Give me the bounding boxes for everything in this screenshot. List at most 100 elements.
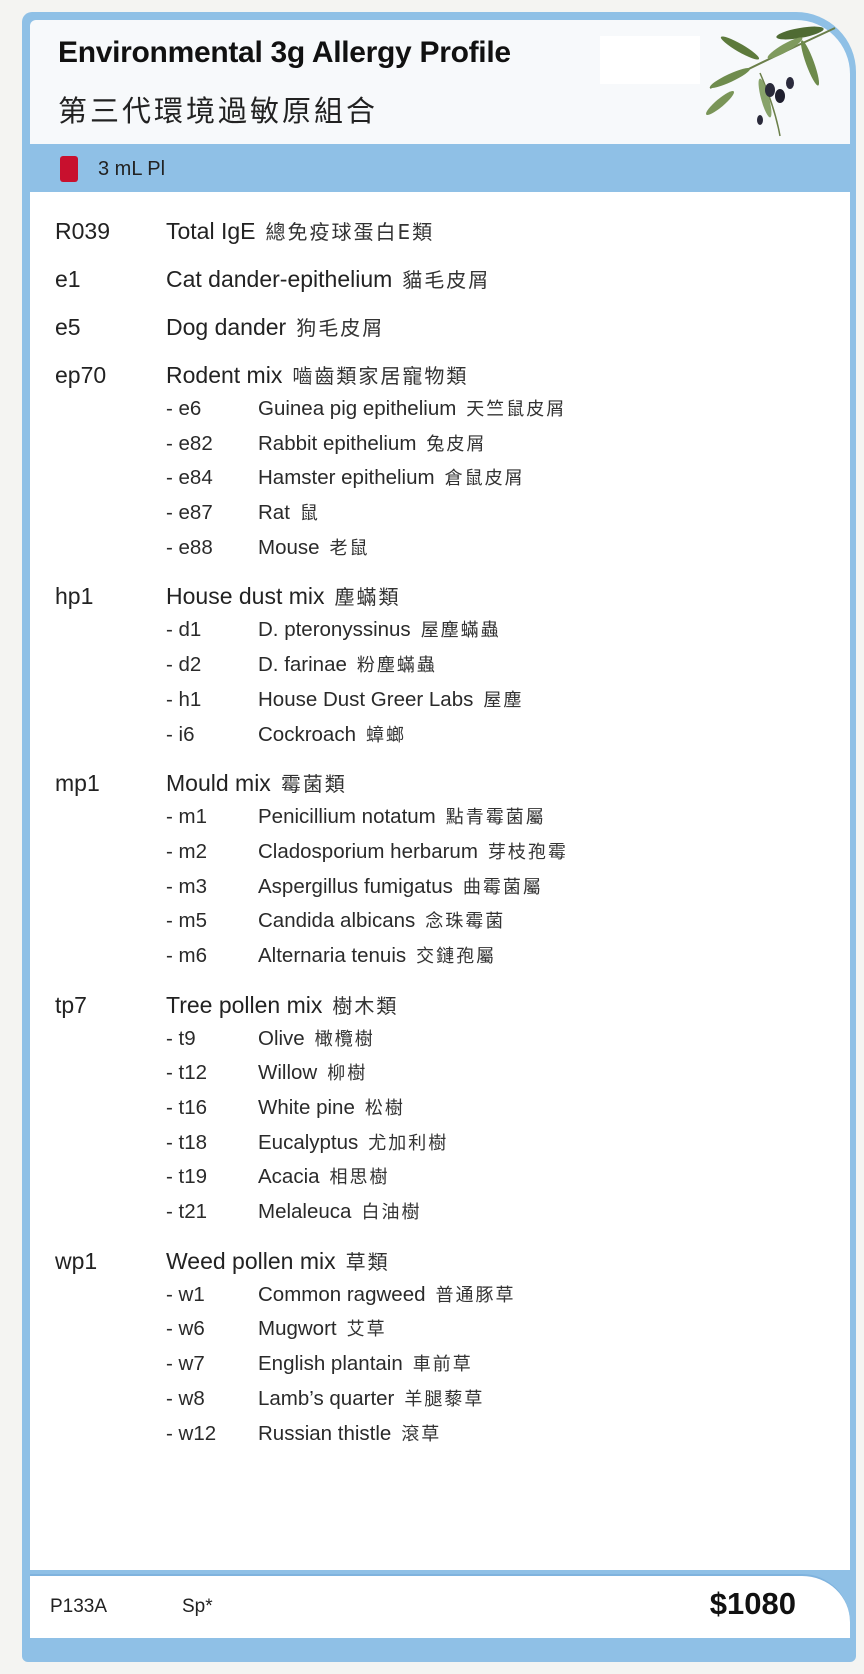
sub-list-item: - w1 Common ragweed 普通豚草: [55, 1278, 835, 1313]
sub-list-item: - e6 Guinea pig epithelium 天竺鼠皮屑: [55, 392, 835, 427]
sub-allergen-name: Guinea pig epithelium 天竺鼠皮屑: [258, 392, 566, 428]
sub-allergen-name-en: English plantain: [258, 1352, 403, 1376]
sub-allergen-code: - m5: [166, 909, 207, 933]
sub-allergen-name: Common ragweed 普通豚草: [258, 1278, 516, 1314]
sub-allergen-name-en: Rat: [258, 501, 290, 525]
sub-allergen-name-zh: 交鏈孢屬: [416, 945, 497, 967]
sub-allergen-code: - e6: [166, 397, 202, 420]
allergen-name: Weed pollen mix 草類: [166, 1245, 390, 1279]
sub-allergen-name: Cockroach 蟑螂: [258, 718, 406, 754]
allergen-name: Rodent mix 嚙齒類家居寵物類: [166, 359, 468, 393]
allergen-list-panel: R039 Total IgE 總免疫球蛋白E類 e1 Cat dander-epithe…: [30, 192, 850, 1570]
sub-allergen-name-zh: 點青霉菌屬: [445, 807, 546, 829]
sub-allergen-name-zh: 屋塵: [483, 689, 524, 711]
sub-list-item: - t12 Willow 柳樹: [55, 1056, 835, 1091]
sub-list-item: - t16 White pine 松樹: [55, 1091, 835, 1126]
sub-list-item: - t21 Melaleuca 白油樹: [55, 1195, 835, 1230]
sub-list-item: - m5 Candida albicans 念珠霉菌: [55, 904, 835, 939]
allergen-name-zh: 貓毛皮屑: [402, 268, 491, 292]
card-header: [30, 20, 850, 144]
sub-allergen-name: Willow 柳樹: [258, 1056, 367, 1092]
sub-allergen-name: Mugwort 艾草: [258, 1312, 387, 1348]
list-item: e5 Dog dander 狗毛皮屑: [55, 311, 835, 344]
sub-list-item: - t19 Acacia 相思樹: [55, 1160, 835, 1195]
sub-allergen-name-en: Cladosporium herbarum: [258, 839, 478, 863]
sub-list-item: - w6 Mugwort 艾草: [55, 1312, 835, 1347]
sub-list-item: - m1 Penicillium notatum 點青霉菌屬: [55, 800, 835, 835]
allergen-group: R039 Total IgE 總免疫球蛋白E類: [55, 215, 835, 248]
sub-allergen-name-en: Mugwort: [258, 1317, 337, 1341]
list-item: mp1 Mould mix 霉菌類: [55, 767, 835, 800]
sub-list-item: - m6 Alternaria tenuis 交鏈孢屬: [55, 939, 835, 974]
allergen-name-en: Weed pollen mix: [166, 1247, 336, 1274]
sub-allergen-name: Candida albicans 念珠霉菌: [258, 904, 505, 940]
sub-allergen-name-en: Willow: [258, 1061, 318, 1085]
sub-allergen-name-zh: 柳樹: [327, 1063, 368, 1085]
sub-allergen-code: - m1: [166, 805, 207, 829]
sub-allergen-name-en: Cockroach: [258, 722, 356, 746]
sample-volume: 3 mL Pl: [98, 158, 166, 180]
allergen-name-zh: 樹木類: [332, 993, 399, 1018]
card-footer: [30, 1574, 850, 1638]
sub-allergen-code: - t16: [166, 1096, 208, 1119]
sub-allergen-name: Acacia 相思樹: [258, 1160, 390, 1196]
sub-allergen-name: Cladosporium herbarum 芽枝孢霉: [258, 835, 568, 871]
sub-allergen-name: Hamster epithelium 倉鼠皮屑: [258, 461, 525, 497]
allergen-name-zh: 草類: [345, 1249, 390, 1274]
sub-allergen-name-en: Guinea pig epithelium: [258, 397, 457, 420]
sub-allergen-code: - e87: [166, 501, 213, 525]
sub-allergen-code: - i6: [166, 722, 195, 746]
sub-allergen-name-en: Alternaria tenuis: [258, 943, 407, 967]
sub-allergen-code: - e88: [166, 535, 213, 559]
sub-allergen-name-en: Rabbit epithelium: [258, 431, 417, 455]
sub-allergen-name-zh: 艾草: [346, 1319, 387, 1341]
olive-branch-icon: [705, 26, 836, 137]
allergen-group: tp7 Tree pollen mix 樹木類 - t9 Olive 橄欖樹 - t12 Wi…: [55, 989, 835, 1230]
sub-allergen-name-en: Russian thistle: [258, 1421, 392, 1445]
sub-list-item: - d1 D. pteronyssinus 屋塵蟎蟲: [55, 613, 835, 648]
sub-allergen-code: - e82: [166, 431, 213, 455]
sub-allergen-code: - m2: [166, 839, 207, 863]
allergen-code: tp7: [55, 991, 87, 1018]
sub-allergen-name-en: Eucalyptus: [258, 1130, 359, 1154]
sub-allergen-name-zh: 倉鼠皮屑: [444, 468, 525, 490]
sub-list-item: - i6 Cockroach 蟑螂: [55, 718, 835, 753]
allergen-code: ep70: [55, 362, 107, 388]
blank-box: [600, 36, 700, 84]
sub-allergen-name-en: Melaleuca: [258, 1200, 352, 1224]
sub-allergen-name: Aspergillus fumigatus 曲霉菌屬: [258, 870, 543, 906]
allergen-name: Tree pollen mix 樹木類: [166, 989, 398, 1023]
sub-allergen-name-zh: 粉塵蟎蟲: [356, 655, 437, 677]
sub-allergen-name-zh: 蟑螂: [366, 724, 406, 746]
sub-allergen-code: - m3: [166, 874, 207, 898]
allergen-code: R039: [55, 218, 110, 244]
sub-allergen-name-en: Lamb’s quarter: [258, 1386, 395, 1410]
sub-allergen-name-zh: 尤加利樹: [368, 1132, 449, 1154]
sub-allergen-name-zh: 老鼠: [329, 537, 370, 559]
sub-allergen-name-en: Aspergillus fumigatus: [258, 874, 453, 898]
list-item: hp1 House dust mix 塵蟎類: [55, 580, 835, 613]
sub-list-item: - w7 English plantain 車前草: [55, 1347, 835, 1382]
page-title: Environmental 3g Allergy Profile: [58, 36, 511, 69]
sub-allergen-code: - w1: [166, 1282, 205, 1306]
sub-allergen-name-en: Penicillium notatum: [258, 805, 436, 829]
sub-list-item: - e84 Hamster epithelium 倉鼠皮屑: [55, 461, 835, 496]
allergen-code: e5: [55, 314, 81, 340]
allergen-name: Mould mix 霉菌類: [166, 767, 347, 801]
sub-allergen-name: Eucalyptus 尤加利樹: [258, 1126, 448, 1162]
sub-list-item: - t18 Eucalyptus 尤加利樹: [55, 1126, 835, 1161]
allergen-name-zh: 狗毛皮屑: [296, 316, 385, 340]
allergen-name-zh: 總免疫球蛋白E類: [265, 220, 435, 244]
sub-allergen-name: Rabbit epithelium 兔皮屑: [258, 427, 486, 463]
sub-allergen-code: - d2: [166, 653, 202, 677]
sub-allergen-code: - t21: [166, 1200, 208, 1224]
allergen-name-en: Mould mix: [166, 770, 271, 797]
allergen-name-en: Tree pollen mix: [166, 991, 323, 1018]
sub-allergen-name-en: House Dust Greer Labs: [258, 687, 474, 711]
allergen-list: R039 Total IgE 總免疫球蛋白E類 e1 Cat dander-epithe…: [55, 215, 835, 1466]
sub-allergen-code: - w8: [166, 1386, 205, 1410]
sub-allergen-name-en: Common ragweed: [258, 1282, 426, 1306]
sub-allergen-name: D. farinae 粉塵蟎蟲: [258, 648, 437, 684]
sub-allergen-name: White pine 松樹: [258, 1091, 405, 1127]
sub-allergen-code: - e84: [166, 466, 213, 490]
